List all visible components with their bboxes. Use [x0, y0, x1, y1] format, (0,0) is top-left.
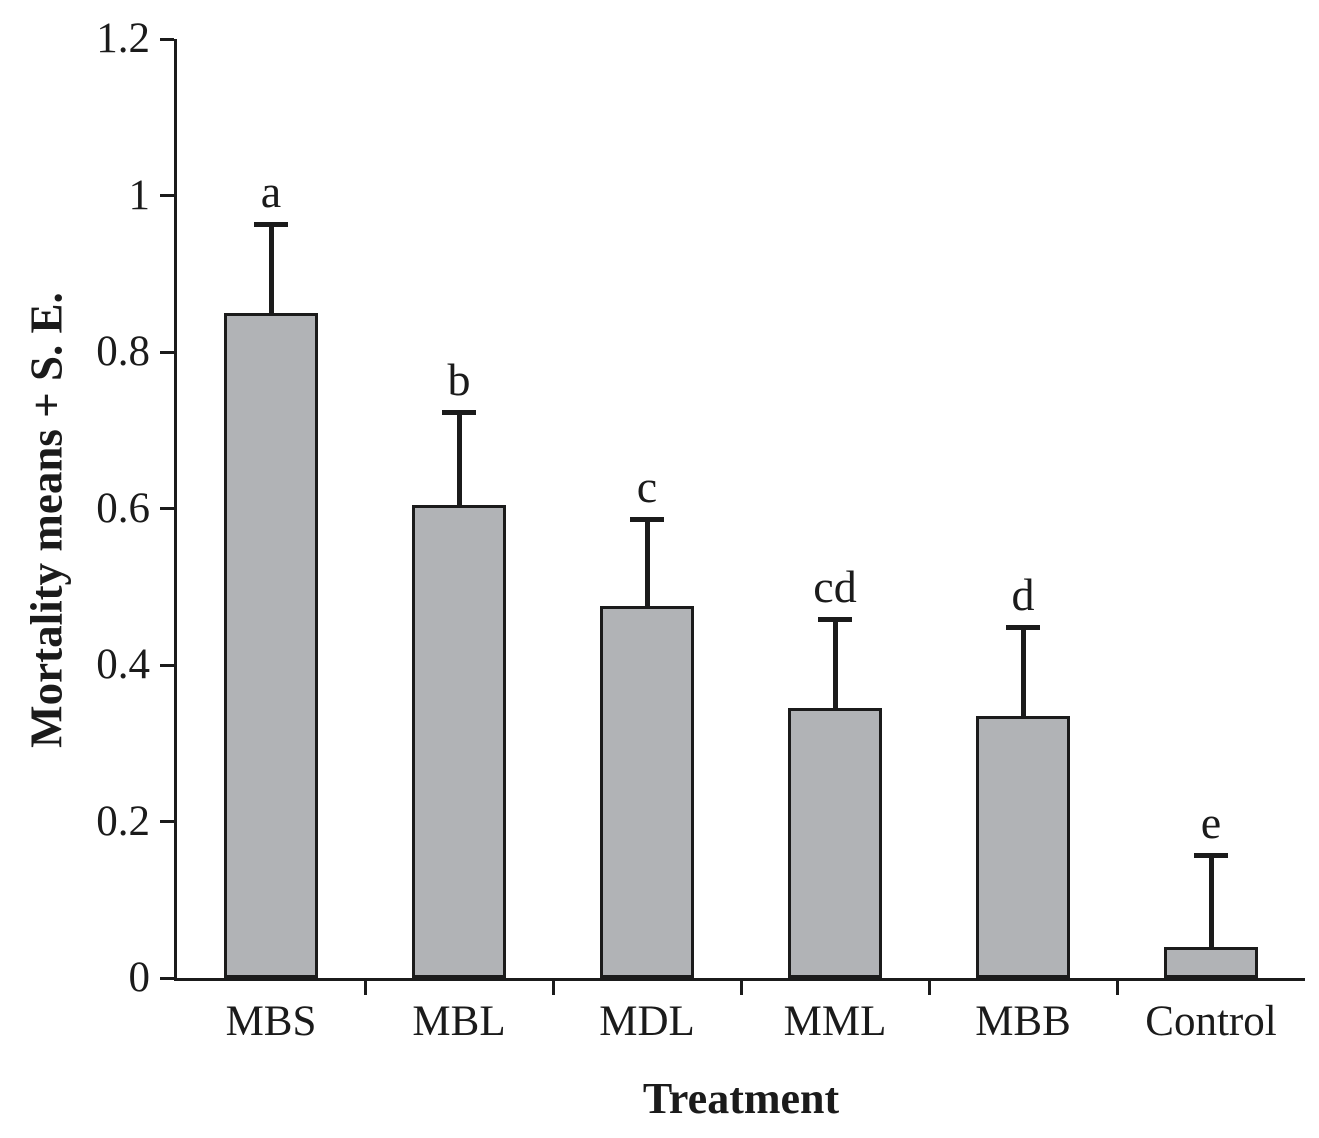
error-bar-cap	[442, 410, 476, 416]
significance-letter: cd	[813, 560, 857, 612]
error-bar-line	[832, 618, 838, 709]
significance-letter: b	[447, 354, 471, 406]
bar-mbl	[412, 504, 506, 978]
x-tick	[739, 981, 743, 995]
error-bar-cap	[818, 616, 852, 622]
y-tick-label: 0.4	[96, 641, 150, 688]
category-label-mbs: MBS	[225, 998, 317, 1045]
y-tick	[160, 507, 174, 510]
error-bar-cap	[1194, 853, 1228, 859]
y-tick-label: 0	[128, 954, 151, 1001]
y-tick	[160, 350, 174, 354]
y-tick	[160, 663, 174, 667]
error-bar-line	[644, 519, 650, 607]
significance-letter: a	[260, 166, 282, 218]
bar-mml	[788, 708, 882, 978]
y-tick	[160, 976, 174, 980]
category-label-control: Control	[1145, 998, 1277, 1045]
error-bar-line	[1020, 627, 1026, 716]
x-tick	[551, 981, 555, 995]
bar-mdl	[600, 606, 694, 978]
y-tick-label: 0.6	[96, 484, 150, 532]
x-tick	[927, 981, 931, 995]
category-label-mml: MML	[783, 998, 887, 1045]
error-bar-line	[1208, 855, 1214, 947]
error-bar-cap	[254, 222, 288, 228]
error-bar-cap	[1006, 625, 1040, 631]
category-label-mbb: MBB	[975, 998, 1071, 1045]
y-tick	[160, 194, 174, 197]
bar-control	[1164, 946, 1258, 978]
x-axis-line	[174, 978, 1305, 981]
y-axis-line	[174, 39, 177, 981]
category-label-mbl: MBL	[412, 998, 506, 1045]
error-bar-line	[456, 412, 462, 505]
x-axis-title: Treatment	[642, 1074, 840, 1123]
error-bar-line	[268, 224, 274, 313]
significance-letter: d	[1011, 569, 1035, 621]
y-tick-label: 1	[128, 171, 151, 219]
category-label-mdl: MDL	[599, 998, 695, 1045]
error-bar-cap	[630, 517, 664, 523]
y-tick-label: 1.2	[96, 15, 150, 62]
bar-mbb	[976, 715, 1070, 978]
y-tick-label: 0.8	[96, 328, 150, 375]
significance-letter: e	[1200, 797, 1222, 849]
y-tick	[160, 820, 174, 823]
y-axis-title: Mortality means + S. E.	[21, 292, 72, 748]
x-tick	[1115, 981, 1119, 995]
y-tick-label: 0.2	[96, 797, 150, 845]
y-tick	[160, 37, 174, 41]
bar-mbs	[224, 312, 318, 978]
x-tick	[363, 981, 367, 995]
significance-letter: c	[636, 461, 658, 513]
